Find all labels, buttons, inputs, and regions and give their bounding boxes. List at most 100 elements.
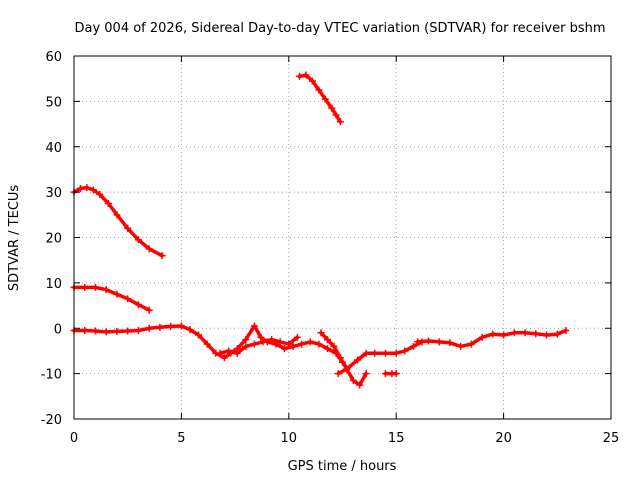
series-track-e: [218, 335, 300, 355]
data-point: [242, 336, 250, 344]
x-axis-label: GPS time / hours: [288, 459, 397, 474]
y-tick-label: 50: [45, 95, 62, 110]
data-series: [70, 71, 570, 389]
data-point: [315, 340, 323, 348]
data-point: [177, 322, 185, 330]
data-point: [315, 86, 323, 94]
data-point: [414, 338, 422, 346]
data-point: [446, 339, 454, 347]
data-point: [268, 336, 276, 344]
data-point: [489, 330, 497, 338]
axis-ticks: 0 5 10 15 20 25 -20 -10 0 10 20 30 40 50 60: [41, 50, 620, 446]
series-track-i: [415, 328, 568, 349]
data-point: [113, 211, 121, 219]
data-point: [424, 337, 432, 345]
data-point: [323, 345, 331, 353]
data-point: [285, 340, 293, 348]
data-point: [156, 323, 164, 331]
data-point: [91, 327, 99, 335]
x-tick-label: 25: [603, 431, 620, 446]
y-tick-label: 30: [45, 186, 62, 201]
data-point: [354, 356, 362, 364]
data-point: [521, 329, 529, 337]
data-point: [308, 77, 316, 85]
data-point: [336, 118, 344, 126]
series-track-f: [336, 340, 424, 376]
data-point: [349, 376, 357, 384]
data-point: [467, 340, 475, 348]
data-point: [409, 342, 417, 350]
data-point: [330, 342, 338, 350]
data-point: [362, 370, 370, 378]
data-point: [321, 95, 329, 103]
data-point: [233, 349, 241, 357]
data-point: [343, 365, 351, 373]
data-point: [293, 333, 301, 341]
data-point: [334, 370, 342, 378]
y-tick-label: 40: [45, 141, 62, 156]
x-tick-label: 0: [70, 431, 78, 446]
data-point: [186, 326, 194, 334]
data-point: [220, 354, 228, 362]
data-point: [298, 340, 306, 348]
data-point: [242, 342, 250, 350]
chart-title: Day 004 of 2026, Sidereal Day-to-day VTE…: [74, 21, 605, 36]
data-point: [167, 322, 175, 330]
x-tick-label: 10: [281, 431, 298, 446]
data-point: [401, 347, 409, 355]
data-point: [225, 347, 233, 355]
data-point: [281, 345, 289, 353]
y-tick-label: 20: [45, 232, 62, 247]
data-point: [113, 327, 121, 335]
data-point: [510, 329, 518, 337]
data-point: [216, 349, 224, 357]
data-point: [91, 283, 99, 291]
grid: [74, 56, 611, 419]
data-point: [158, 252, 166, 260]
data-point: [257, 333, 265, 341]
data-point: [356, 381, 364, 389]
data-point: [113, 290, 121, 298]
x-tick-label: 20: [495, 431, 512, 446]
data-point: [104, 199, 112, 207]
data-point: [336, 354, 344, 362]
data-point: [296, 72, 304, 80]
data-point: [83, 184, 91, 192]
data-point: [124, 295, 132, 303]
data-point: [328, 104, 336, 112]
data-point: [124, 224, 132, 232]
data-point: [250, 340, 258, 348]
data-point: [435, 338, 443, 346]
data-point: [259, 338, 267, 346]
data-point: [457, 342, 465, 350]
data-point: [76, 184, 84, 192]
data-point: [392, 370, 400, 378]
data-point: [134, 301, 142, 309]
data-point: [562, 327, 570, 335]
data-point: [289, 342, 297, 350]
x-tick-label: 15: [388, 431, 405, 446]
data-point: [145, 306, 153, 314]
data-point: [332, 111, 340, 119]
y-axis-label: SDTVAR / TECUs: [7, 185, 22, 292]
data-point: [134, 236, 142, 244]
data-point: [381, 349, 389, 357]
data-point: [381, 370, 389, 378]
data-point: [195, 331, 203, 339]
data-point: [500, 331, 508, 339]
data-point: [81, 283, 89, 291]
data-point: [543, 331, 551, 339]
data-point: [124, 327, 132, 335]
data-point: [478, 333, 486, 341]
data-point: [306, 338, 314, 346]
data-point: [323, 336, 331, 344]
data-point: [81, 327, 89, 335]
data-point: [532, 330, 540, 338]
data-point: [145, 245, 153, 253]
data-point: [203, 340, 211, 348]
data-point: [392, 349, 400, 357]
data-point: [96, 190, 104, 198]
data-point: [302, 71, 310, 79]
data-point: [362, 349, 370, 357]
